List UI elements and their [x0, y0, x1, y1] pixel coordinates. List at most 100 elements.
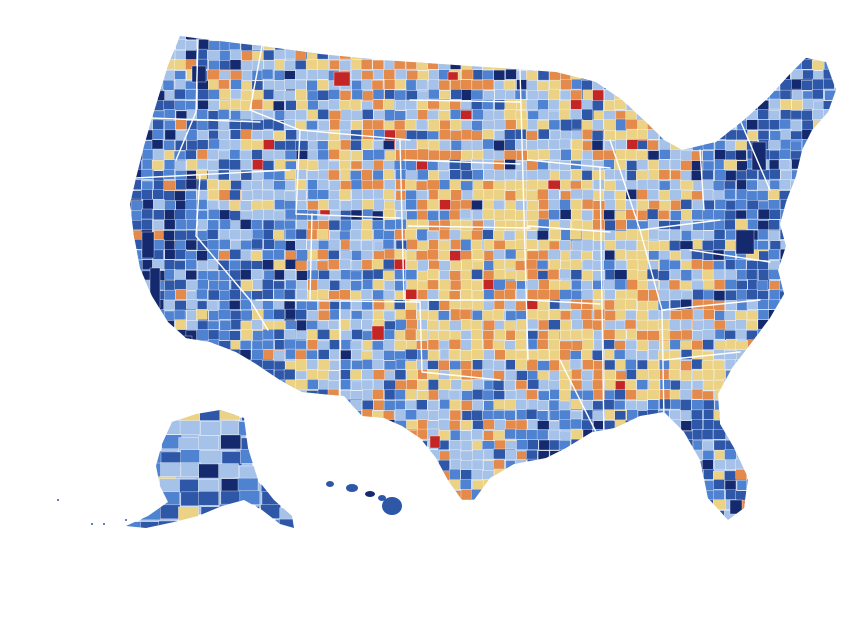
county-cell	[142, 490, 154, 501]
county-cell	[625, 180, 637, 191]
county-cell	[274, 189, 286, 201]
county-cell	[648, 440, 660, 451]
county-cell	[460, 518, 472, 520]
county-cell	[504, 129, 516, 140]
county-cell	[692, 79, 704, 90]
county-cell	[350, 509, 362, 520]
county-cell	[394, 519, 406, 520]
county-cell	[503, 80, 516, 91]
county-cell	[130, 480, 142, 492]
county-cell	[296, 460, 320, 471]
county-cell	[548, 189, 560, 200]
county-cell	[823, 389, 836, 401]
county-cell	[789, 479, 802, 490]
county-cell	[680, 39, 704, 51]
county-cell	[637, 36, 661, 41]
county-cell	[603, 339, 615, 350]
county-cell	[285, 240, 297, 251]
county-cell	[790, 240, 813, 261]
county-cell	[142, 450, 154, 461]
county-cell	[526, 190, 538, 201]
county-cell	[459, 430, 472, 441]
county-cell	[571, 340, 584, 351]
county-cell	[130, 459, 143, 470]
county-cell	[549, 520, 571, 530]
county-cell	[582, 60, 594, 81]
county-cell	[153, 209, 165, 220]
county-cell	[704, 521, 726, 531]
county-cell	[130, 460, 132, 471]
county-cell	[493, 269, 506, 280]
county-cell	[538, 470, 550, 481]
county-cell	[702, 36, 714, 41]
county-cell	[736, 179, 748, 191]
county-cell	[229, 398, 241, 410]
county-cell	[548, 470, 561, 491]
county-cell	[845, 450, 850, 460]
county-cell	[757, 428, 770, 440]
county-cell	[174, 59, 186, 70]
county-cell	[141, 208, 153, 220]
county-cell	[516, 409, 528, 420]
county-cell	[505, 69, 517, 80]
county-cell	[779, 310, 792, 322]
county-cell	[472, 400, 484, 411]
borough-cell	[126, 421, 139, 436]
county-cell	[448, 349, 461, 361]
county-cell	[405, 179, 417, 191]
county-cell	[745, 400, 758, 411]
county-cell	[263, 39, 275, 50]
state-boundary	[407, 225, 531, 229]
county-cell	[636, 240, 649, 251]
county-cell	[757, 480, 769, 502]
county-cell	[736, 440, 748, 452]
county-cell	[483, 279, 495, 290]
county-cell	[758, 419, 770, 431]
county-cell	[362, 359, 374, 370]
county-cell	[757, 510, 780, 520]
borough-cell	[197, 479, 219, 494]
county-cell	[362, 440, 374, 451]
county-cell	[218, 250, 230, 261]
county-cell	[130, 350, 131, 361]
county-cell	[230, 79, 242, 90]
county-cell	[846, 121, 850, 131]
county-cell	[295, 489, 307, 500]
county-cell	[813, 509, 825, 520]
county-cell	[734, 359, 747, 370]
county-cell	[175, 140, 187, 151]
county-cell	[371, 259, 384, 270]
county-cell	[191, 65, 207, 83]
county-cell	[361, 139, 373, 150]
county-cell	[824, 319, 836, 331]
county-cell	[637, 419, 661, 431]
county-cell	[779, 419, 791, 431]
county-cell	[548, 119, 561, 131]
county-cell	[580, 36, 604, 50]
county-cell	[318, 199, 330, 210]
county-cell	[316, 260, 329, 272]
county-cell	[130, 180, 131, 191]
county-cell	[450, 49, 463, 60]
county-cell	[471, 130, 483, 141]
county-cell	[626, 510, 638, 520]
county-cell	[230, 98, 242, 110]
county-cell	[372, 99, 385, 110]
county-cell	[746, 519, 758, 520]
county-cell	[483, 159, 495, 170]
county-cell	[812, 458, 824, 480]
county-cell	[263, 239, 275, 250]
county-cell	[823, 170, 835, 181]
county-cell	[151, 349, 164, 360]
county-cell	[130, 350, 142, 361]
county-cell	[549, 498, 561, 510]
county-cell	[746, 359, 758, 380]
county-cell	[604, 490, 616, 501]
county-cell	[801, 80, 813, 91]
county-cell	[307, 439, 320, 451]
county-cell	[273, 360, 286, 372]
county-cell	[746, 430, 758, 441]
county-cell	[207, 270, 219, 282]
county-cell	[395, 309, 407, 320]
